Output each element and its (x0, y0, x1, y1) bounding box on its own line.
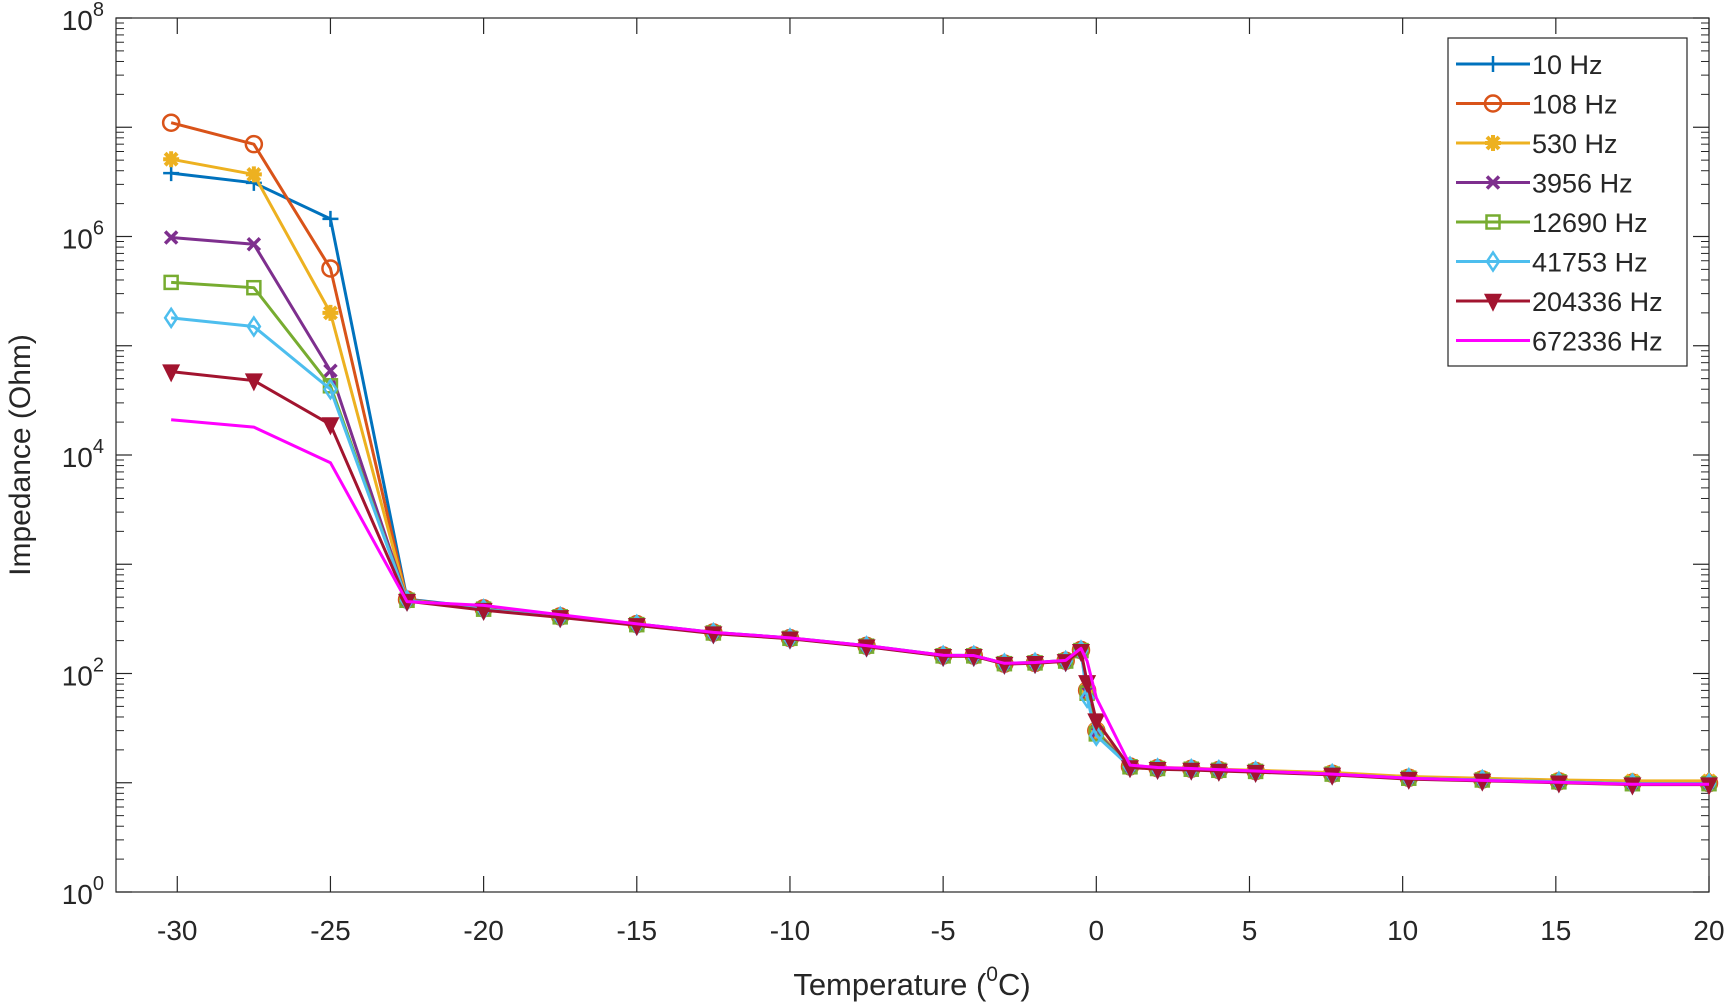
data-point-marker (245, 166, 262, 183)
legend-item: 12690 Hz (1456, 208, 1648, 238)
x-tick-label: -5 (931, 915, 956, 946)
data-point-marker (163, 165, 180, 182)
data-point-marker (244, 134, 264, 154)
series-line (171, 418, 1709, 786)
legend-box (1447, 37, 1688, 367)
legend-marker-icon (1483, 94, 1503, 113)
data-point-marker (246, 315, 262, 338)
legend-marker-icon (1485, 56, 1501, 72)
legend-item: 3956 Hz (1456, 169, 1633, 199)
y-tick-label-base: 10 (62, 5, 93, 36)
legend-marker-icon (1483, 293, 1503, 312)
legend-label: 3956 Hz (1532, 169, 1633, 199)
x-tick-label: 20 (1693, 915, 1724, 946)
x-axis-label-pre: Temperature ( (793, 967, 987, 1002)
y-tick-label-base: 10 (62, 879, 93, 910)
y-tick-label-exponent: 0 (93, 873, 104, 895)
data-point-marker (1087, 713, 1106, 732)
legend: 10 Hz 108 Hz 530 Hz 3956 Hz 12690 Hz 41753 Hz… (1447, 37, 1688, 367)
legend-item: 41753 Hz (1456, 248, 1648, 278)
legend-item: 108 Hz (1456, 90, 1618, 120)
series-672336-hz (171, 418, 1709, 786)
x-axis-label-post: C) (998, 967, 1031, 1002)
x-tick-label: 0 (1089, 915, 1105, 946)
y-tick-label-base: 10 (62, 224, 93, 255)
legend-label: 672336 Hz (1532, 327, 1663, 357)
x-tick-label: 10 (1387, 915, 1418, 946)
legend-marker-icon (1485, 135, 1501, 151)
data-point-marker (323, 363, 338, 379)
legend-marker-icon (1485, 214, 1501, 230)
y-tick-label: 106 (62, 218, 104, 255)
legend-marker-icon (1485, 250, 1501, 273)
series-lines (161, 113, 1719, 796)
legend-item: 530 Hz (1456, 129, 1618, 159)
legend-label: 108 Hz (1532, 90, 1618, 120)
legend-item: 10 Hz (1456, 50, 1603, 80)
legend-label: 41753 Hz (1532, 248, 1648, 278)
legend-label: 12690 Hz (1532, 208, 1648, 238)
x-tick-label: -20 (463, 915, 503, 946)
data-point-marker (244, 373, 263, 392)
legend-label: 204336 Hz (1532, 287, 1663, 317)
data-point-marker (322, 377, 338, 401)
legend-label: 530 Hz (1532, 129, 1618, 159)
data-point-marker (1088, 724, 1104, 747)
legend-item: 204336 Hz (1456, 287, 1663, 317)
data-point-marker (163, 274, 179, 291)
data-point-marker (162, 364, 181, 383)
x-tick-label: -15 (617, 915, 657, 946)
y-tick-label: 100 (62, 873, 104, 910)
y-axis-label: Impedance (Ohm) (4, 334, 37, 576)
data-point-marker (163, 151, 180, 168)
legend-label: 10 Hz (1532, 50, 1603, 80)
data-point-marker (163, 306, 179, 330)
x-axis-label: Temperature (0C) (793, 963, 1030, 1002)
y-tick-label-exponent: 4 (93, 436, 104, 458)
x-tick-label: -25 (310, 915, 350, 946)
y-tick-label-base: 10 (62, 442, 93, 473)
data-point-marker (246, 236, 262, 252)
y-tick-label: 104 (62, 436, 104, 473)
y-tick-label-exponent: 8 (93, 0, 104, 21)
y-tick-label-exponent: 6 (93, 218, 104, 240)
plot-area (115, 17, 1710, 893)
x-tick-label: -10 (770, 915, 810, 946)
data-point-marker (161, 113, 181, 132)
data-point-marker (322, 304, 339, 321)
x-tick-label: 15 (1540, 915, 1571, 946)
data-point-marker (322, 210, 339, 227)
data-point-marker (163, 230, 179, 245)
x-tick-label: -30 (157, 915, 197, 946)
y-tick-label-exponent: 2 (93, 655, 104, 677)
data-point-marker (246, 279, 262, 296)
y-tick-label: 102 (62, 655, 104, 692)
data-point-marker (321, 417, 340, 436)
data-point-marker (321, 259, 340, 278)
x-axis-label-sup: 0 (986, 963, 998, 986)
legend-item: 672336 Hz (1456, 327, 1663, 357)
y-tick-label-base: 10 (62, 661, 93, 692)
data-point-marker (1323, 767, 1342, 786)
legend-marker-icon (1485, 175, 1501, 190)
y-tick-label: 108 (62, 0, 104, 36)
x-tick-label: 5 (1242, 915, 1258, 946)
